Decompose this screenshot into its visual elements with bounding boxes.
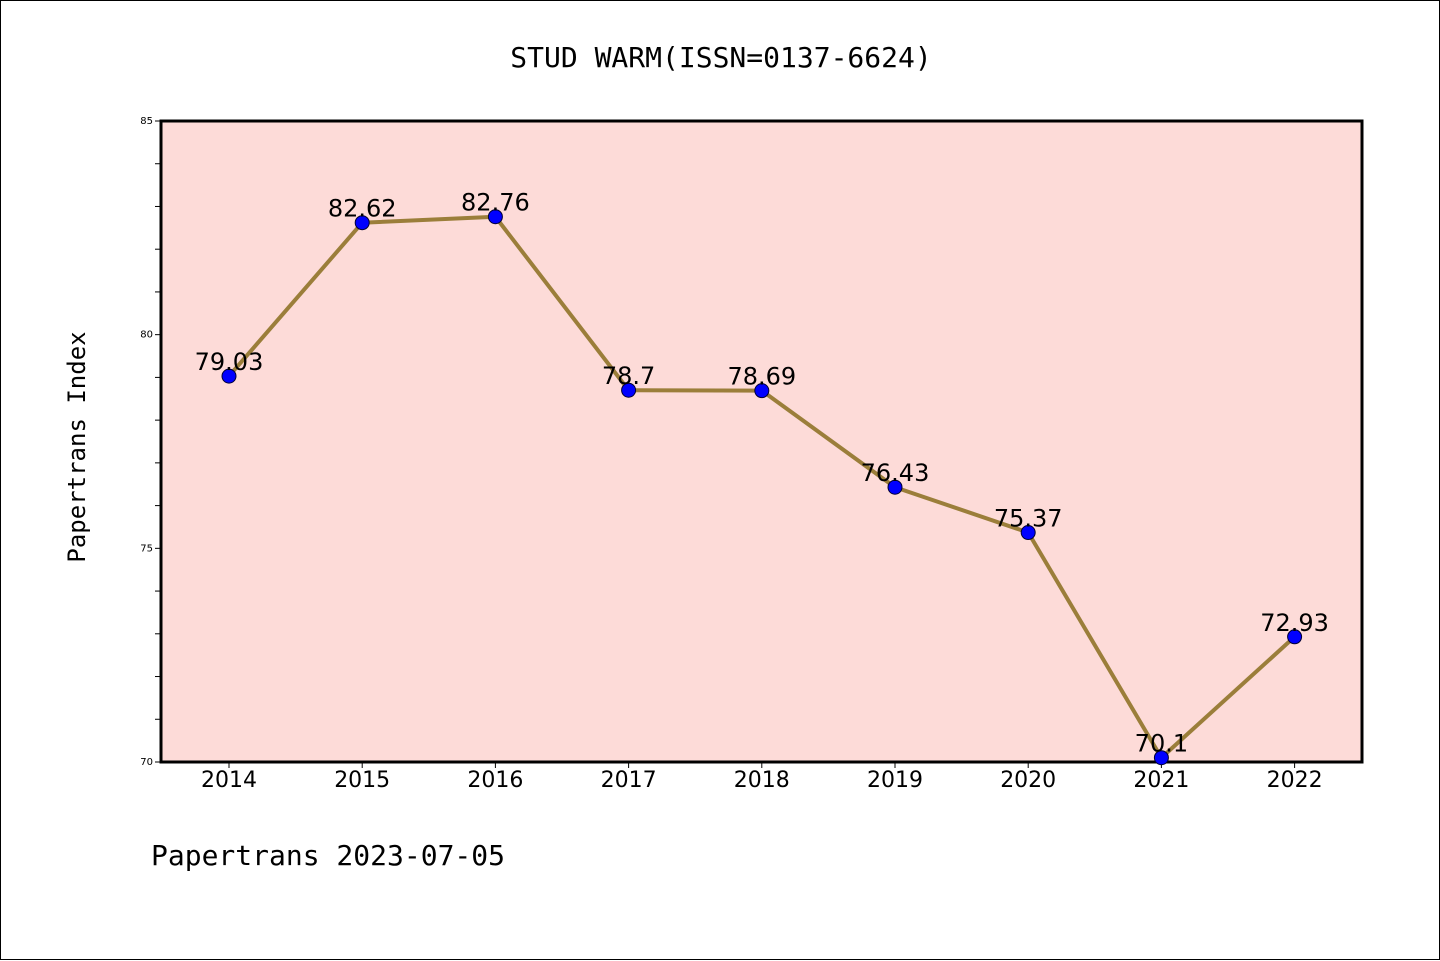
data-label: 78.7: [602, 362, 655, 390]
x-axis-ticks: 2014 2015 2016 2017 2018 2019 2020 2021 2022: [201, 762, 1323, 793]
data-point: [1287, 629, 1303, 645]
x-tick-label: 2018: [734, 768, 790, 793]
series-layer: 79.03 82.62 82.76 78.7 78.69 76.43 75.37 70.1 72…: [195, 189, 1329, 766]
data-point: [354, 215, 370, 231]
y-tick-label: 85: [140, 116, 153, 127]
x-tick-label: 2015: [334, 768, 390, 793]
data-label: 75.37: [994, 505, 1063, 533]
data-label: 72.93: [1260, 609, 1329, 637]
data-point: [754, 383, 770, 399]
data-point: [487, 209, 503, 225]
data-point: [621, 382, 637, 398]
data-label: 76.43: [861, 459, 930, 487]
x-tick-label: 2014: [201, 768, 257, 793]
x-tick-label: 2022: [1267, 768, 1323, 793]
y-axis-label: Papertrans Index: [63, 331, 91, 562]
data-point: [221, 368, 237, 384]
data-label: 79.03: [195, 348, 264, 376]
data-label: 82.76: [461, 189, 530, 217]
y-axis-ticks: 70 75 80 85: [140, 116, 161, 768]
data-label: 78.69: [727, 363, 796, 391]
footer-text: Papertrans 2023-07-05: [151, 839, 505, 872]
y-tick-label: 75: [140, 543, 153, 554]
data-label: 82.62: [328, 195, 397, 223]
data-label: 70.1: [1135, 730, 1188, 758]
x-tick-label: 2016: [467, 768, 523, 793]
chart-title: STUD WARM(ISSN=0137-6624): [510, 41, 931, 74]
x-tick-label: 2019: [867, 768, 923, 793]
y-tick-label: 80: [140, 330, 153, 341]
y-tick-label: 70: [140, 757, 153, 768]
data-point: [1153, 750, 1169, 766]
x-tick-label: 2021: [1133, 768, 1189, 793]
x-tick-label: 2020: [1000, 768, 1056, 793]
x-tick-label: 2017: [601, 768, 657, 793]
data-point: [887, 479, 903, 495]
data-point: [1020, 525, 1036, 541]
